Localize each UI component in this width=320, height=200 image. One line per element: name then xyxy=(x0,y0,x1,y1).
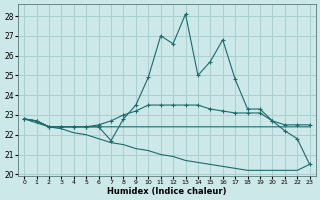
X-axis label: Humidex (Indice chaleur): Humidex (Indice chaleur) xyxy=(107,187,227,196)
